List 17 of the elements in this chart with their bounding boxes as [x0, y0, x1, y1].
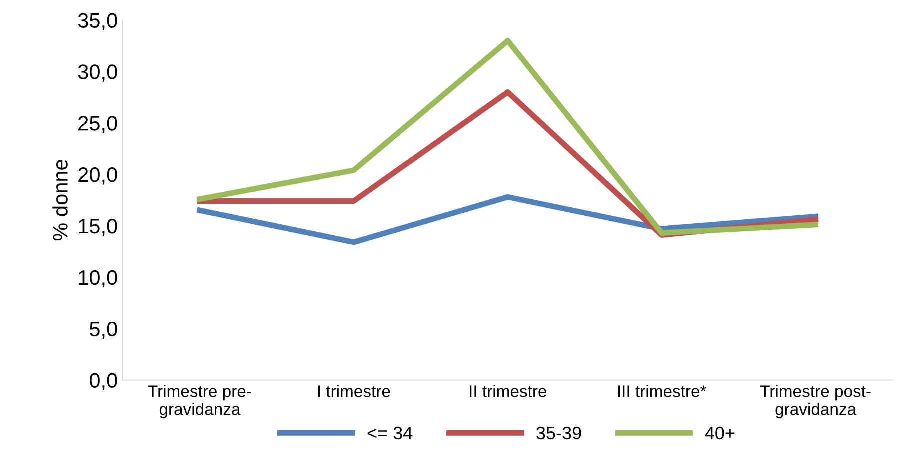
y-tick-label: 10,0: [79, 270, 118, 288]
y-tick-label: 5,0: [90, 322, 118, 340]
legend-label: 40+: [705, 426, 735, 440]
x-tick-label: Trimestre pre- gravidanza: [148, 385, 252, 419]
x-tick-label: I trimestre: [318, 385, 390, 398]
legend-label: <= 34: [368, 426, 413, 440]
y-tick-label: 20,0: [78, 168, 118, 185]
y-tick-label: 0,0: [90, 373, 118, 390]
y-tick-label: 30,0: [78, 64, 118, 82]
x-tick-label: Trimestre post- gravidanza: [760, 385, 871, 419]
y-axis-title: % donne: [52, 160, 68, 241]
x-tick-label: III trimestre*: [618, 385, 706, 398]
y-tick-label: 15,0: [79, 218, 118, 236]
y-tick-label: 25,0: [78, 116, 118, 134]
x-tick-label: II trimestre: [470, 385, 546, 398]
legend-label: 35-39: [536, 426, 582, 440]
y-tick-label: 35,0: [78, 13, 118, 30]
